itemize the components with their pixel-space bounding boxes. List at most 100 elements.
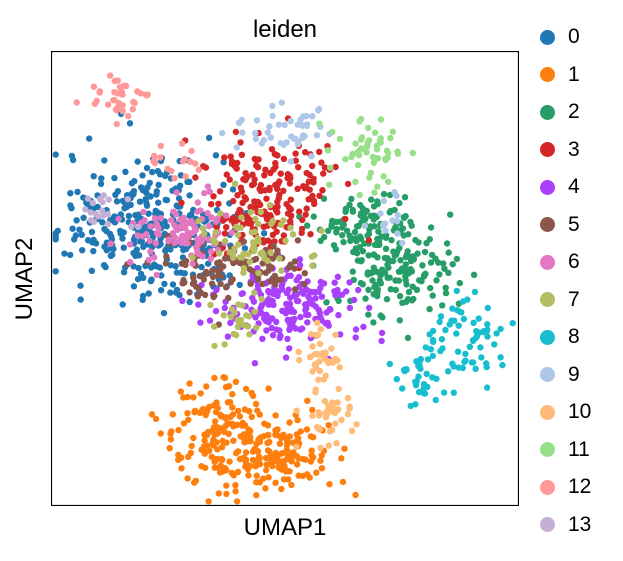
point-cluster-4 [343,288,350,295]
point-cluster-6 [157,214,164,222]
point-cluster-1 [236,413,244,420]
point-cluster-5 [262,269,270,276]
point-cluster-4 [335,311,342,319]
point-cluster-2 [407,266,414,273]
point-cluster-2 [339,232,346,239]
legend-item-9: 9 [540,360,580,390]
point-cluster-1 [228,469,235,477]
point-cluster-4 [316,309,323,316]
point-cluster-2 [328,223,335,230]
point-cluster-1 [289,452,296,459]
legend-label-7: 7 [568,287,580,311]
point-cluster-0 [69,225,76,232]
legend-label-9: 9 [568,362,580,386]
point-cluster-1 [202,411,209,419]
point-cluster-4 [263,311,270,318]
point-cluster-1 [175,451,182,459]
point-cluster-0 [111,174,118,182]
point-cluster-1 [221,374,229,381]
point-cluster-9 [313,132,321,139]
point-cluster-2 [371,283,378,291]
point-cluster-10 [293,443,300,451]
point-cluster-7 [207,301,214,309]
point-cluster-1 [232,378,240,385]
point-cluster-0 [186,178,193,185]
point-cluster-0 [101,243,108,250]
point-cluster-10 [328,345,335,352]
point-cluster-7 [211,323,218,330]
point-cluster-0 [52,268,59,275]
point-cluster-1 [217,462,224,469]
point-cluster-9 [377,210,384,217]
legend-label-1: 1 [568,62,580,86]
legend-label-10: 10 [568,400,592,423]
point-cluster-10 [316,367,324,375]
point-cluster-1 [205,403,213,411]
point-cluster-3 [309,162,316,170]
point-cluster-12 [125,112,132,120]
point-cluster-2 [349,206,356,214]
point-cluster-0 [157,287,165,294]
point-cluster-8 [468,359,476,366]
point-cluster-0 [220,159,227,166]
cluster-1-points [148,374,359,505]
point-cluster-5 [208,280,216,287]
legend-label-11: 11 [568,437,590,461]
point-cluster-9 [252,130,259,137]
point-cluster-0 [69,156,77,164]
point-cluster-9 [315,105,323,113]
legend-swatch-6 [540,254,555,270]
point-cluster-0 [163,245,170,253]
point-cluster-4 [317,278,324,286]
point-cluster-1 [214,424,221,431]
point-cluster-3 [237,184,245,191]
point-cluster-3 [305,178,312,185]
point-cluster-2 [419,262,426,269]
point-cluster-4 [352,326,360,333]
point-cluster-3 [251,198,258,205]
point-cluster-2 [427,284,434,292]
point-cluster-11 [376,137,384,144]
point-cluster-6 [177,223,185,231]
point-cluster-0 [74,188,81,196]
point-cluster-10 [320,376,328,383]
point-cluster-3 [302,211,309,218]
point-cluster-11 [352,140,359,147]
point-cluster-6 [207,255,214,262]
point-cluster-12 [187,158,194,165]
point-cluster-13 [128,223,135,230]
point-cluster-2 [441,265,448,272]
point-cluster-7 [237,316,245,324]
point-cluster-3 [274,185,281,193]
point-cluster-11 [364,143,371,150]
point-cluster-1 [245,472,252,479]
point-cluster-6 [204,209,211,217]
point-cluster-2 [390,248,397,255]
point-cluster-4 [273,318,280,326]
point-cluster-0 [134,275,142,283]
point-cluster-6 [146,237,153,245]
point-cluster-1 [247,433,254,441]
point-cluster-2 [355,222,362,230]
point-cluster-10 [348,427,356,434]
legend-item-2: 2 [540,97,580,127]
point-cluster-10 [315,376,322,383]
point-cluster-5 [216,259,223,266]
point-cluster-5 [229,276,236,283]
point-cluster-0 [236,281,243,289]
point-cluster-5 [225,294,232,302]
point-cluster-4 [284,335,291,343]
point-cluster-2 [347,234,355,242]
point-cluster-12 [91,100,99,107]
point-cluster-1 [304,471,311,478]
point-cluster-1 [227,413,234,421]
point-cluster-10 [309,343,316,350]
point-cluster-2 [381,269,389,276]
point-cluster-3 [213,224,220,231]
point-cluster-1 [208,453,215,460]
point-cluster-1 [157,430,164,437]
point-cluster-3 [192,174,199,181]
point-cluster-6 [147,223,154,230]
point-cluster-1 [294,416,301,424]
point-cluster-1 [234,407,242,415]
